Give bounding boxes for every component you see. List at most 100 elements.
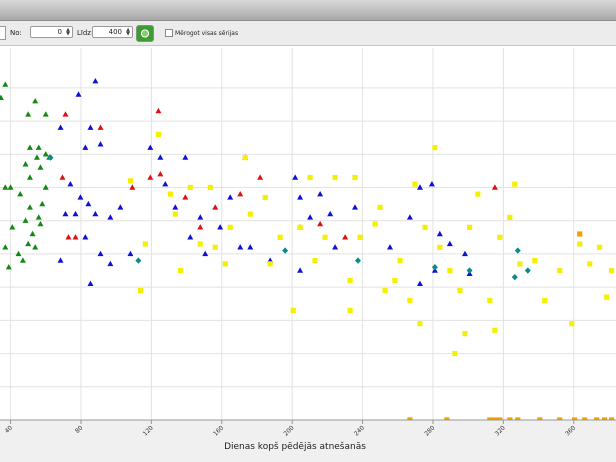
- point: [187, 184, 193, 191]
- point: [19, 257, 26, 263]
- point: [492, 327, 498, 333]
- point: [187, 234, 194, 240]
- point: [222, 261, 228, 267]
- point: [290, 307, 296, 313]
- to-input[interactable]: 400 ▲ ▼: [92, 26, 133, 38]
- point: [262, 194, 268, 201]
- point: [307, 174, 313, 181]
- point: [57, 257, 64, 263]
- point: [462, 331, 468, 337]
- point: [147, 174, 154, 180]
- point: [0, 94, 4, 101]
- x-tick-label: 320: [494, 424, 507, 437]
- refresh-button[interactable]: [136, 25, 154, 42]
- point: [247, 211, 253, 217]
- point: [26, 174, 33, 180]
- point: [127, 250, 134, 257]
- point: [317, 220, 324, 227]
- point: [515, 417, 521, 420]
- point: [97, 124, 104, 130]
- from-input[interactable]: 0 ▲ ▼: [30, 26, 73, 38]
- point: [466, 224, 473, 230]
- point: [182, 154, 189, 160]
- point: [237, 244, 244, 250]
- point: [2, 184, 9, 190]
- point: [127, 178, 134, 184]
- point: [342, 234, 349, 240]
- point: [432, 145, 438, 151]
- point: [277, 234, 283, 240]
- point: [25, 111, 32, 117]
- point: [517, 261, 523, 267]
- x-tick-label: 200: [283, 424, 296, 437]
- point: [42, 111, 49, 117]
- toolbar: No: 0 ▲ ▼ Līdz: 400 ▲ ▼ Mērogot visas sērija…: [0, 21, 616, 46]
- point: [557, 267, 563, 274]
- point: [416, 184, 423, 190]
- point: [282, 247, 289, 254]
- x-tick-label: 40: [4, 424, 14, 434]
- point: [157, 154, 164, 160]
- point: [609, 417, 615, 420]
- scale-checkbox[interactable]: [165, 29, 173, 37]
- point: [37, 220, 44, 227]
- point: [15, 250, 22, 257]
- point: [197, 224, 204, 230]
- point: [497, 234, 503, 240]
- point: [92, 78, 99, 84]
- point: [387, 244, 394, 250]
- point: [182, 194, 189, 200]
- point: [82, 144, 89, 150]
- point: [352, 174, 358, 181]
- checkbox-label: Mērogot visas sērijas: [175, 30, 239, 37]
- point: [267, 261, 273, 267]
- point: [42, 184, 49, 190]
- point: [446, 240, 453, 247]
- point: [487, 297, 493, 304]
- point: [407, 297, 413, 304]
- point: [202, 250, 209, 257]
- point: [466, 267, 473, 274]
- point: [452, 350, 458, 357]
- point: [397, 257, 403, 264]
- point: [392, 277, 398, 284]
- point: [524, 267, 531, 274]
- point: [347, 277, 353, 284]
- point: [511, 273, 518, 281]
- point: [82, 234, 89, 240]
- point: [416, 280, 423, 287]
- point: [572, 417, 578, 420]
- point: [587, 261, 593, 267]
- input-partial[interactable]: [0, 26, 6, 40]
- point: [475, 191, 481, 197]
- point: [332, 174, 338, 181]
- point: [97, 141, 104, 147]
- x-tick-label: 120: [142, 424, 155, 437]
- point: [212, 204, 219, 210]
- point: [582, 417, 588, 420]
- point: [382, 287, 388, 294]
- point: [87, 124, 94, 130]
- point: [227, 194, 234, 200]
- point: [242, 155, 248, 161]
- point: [37, 164, 44, 170]
- point: [117, 204, 124, 210]
- point: [428, 180, 435, 187]
- point: [312, 257, 318, 264]
- from-value: 0: [57, 28, 62, 36]
- point: [142, 241, 148, 247]
- point: [307, 214, 314, 220]
- plot-area: [0, 46, 616, 420]
- point: [377, 204, 383, 211]
- point: [492, 417, 498, 420]
- x-axis-title: Dienas kopš pēdējās atnešanās: [224, 441, 366, 452]
- point: [167, 191, 173, 197]
- point: [431, 264, 438, 271]
- point: [172, 211, 178, 217]
- point: [297, 194, 304, 200]
- point: [77, 194, 84, 200]
- point: [604, 294, 610, 300]
- point: [35, 144, 42, 150]
- x-tick-label: 280: [423, 424, 436, 437]
